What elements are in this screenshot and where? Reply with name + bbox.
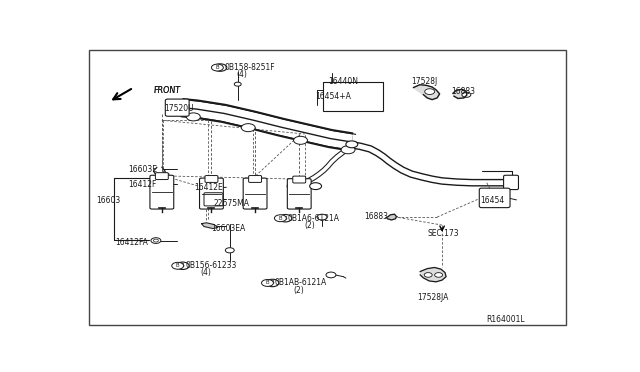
Text: B: B bbox=[266, 280, 269, 285]
Text: 0B156-61233: 0B156-61233 bbox=[185, 261, 237, 270]
Circle shape bbox=[275, 215, 286, 222]
Circle shape bbox=[225, 248, 234, 253]
Circle shape bbox=[341, 146, 355, 154]
Text: B: B bbox=[181, 263, 184, 268]
Text: 16440N: 16440N bbox=[328, 77, 358, 86]
Circle shape bbox=[186, 113, 200, 121]
Circle shape bbox=[294, 136, 307, 144]
Text: (2): (2) bbox=[304, 221, 315, 230]
Circle shape bbox=[211, 187, 216, 190]
Text: 22675MA: 22675MA bbox=[214, 199, 250, 208]
Text: 17528JA: 17528JA bbox=[417, 293, 449, 302]
Text: R164001L: R164001L bbox=[486, 315, 525, 324]
FancyBboxPatch shape bbox=[504, 175, 518, 190]
Circle shape bbox=[211, 64, 223, 71]
Polygon shape bbox=[388, 214, 396, 220]
Text: 16603EA: 16603EA bbox=[211, 224, 246, 233]
Text: (2): (2) bbox=[293, 286, 304, 295]
FancyBboxPatch shape bbox=[150, 175, 173, 209]
Circle shape bbox=[435, 273, 443, 277]
Circle shape bbox=[234, 82, 241, 86]
FancyBboxPatch shape bbox=[292, 176, 306, 183]
Circle shape bbox=[154, 239, 158, 242]
Text: (4): (4) bbox=[200, 269, 211, 278]
FancyBboxPatch shape bbox=[243, 178, 267, 209]
FancyBboxPatch shape bbox=[156, 173, 168, 180]
Text: (4): (4) bbox=[236, 70, 247, 79]
Text: 16883: 16883 bbox=[364, 212, 388, 221]
Text: B: B bbox=[271, 280, 275, 285]
Text: B: B bbox=[176, 263, 180, 268]
FancyBboxPatch shape bbox=[200, 178, 223, 209]
Circle shape bbox=[279, 215, 292, 222]
Polygon shape bbox=[413, 85, 440, 100]
Text: 17520U: 17520U bbox=[164, 104, 194, 113]
Text: 16454+A: 16454+A bbox=[316, 92, 351, 101]
FancyBboxPatch shape bbox=[248, 176, 262, 182]
Text: 16603E: 16603E bbox=[129, 165, 157, 174]
Circle shape bbox=[208, 186, 218, 191]
Polygon shape bbox=[453, 89, 467, 99]
Polygon shape bbox=[202, 223, 218, 228]
Text: 0B1AB-6121A: 0B1AB-6121A bbox=[275, 279, 327, 288]
Circle shape bbox=[462, 92, 471, 97]
Text: B: B bbox=[218, 65, 222, 70]
Text: B: B bbox=[216, 65, 220, 70]
FancyBboxPatch shape bbox=[287, 179, 311, 209]
Circle shape bbox=[425, 89, 435, 94]
Circle shape bbox=[346, 141, 358, 148]
FancyBboxPatch shape bbox=[204, 193, 223, 206]
Text: 16412FA: 16412FA bbox=[115, 238, 148, 247]
Circle shape bbox=[424, 273, 432, 277]
Circle shape bbox=[158, 182, 163, 185]
Circle shape bbox=[241, 124, 255, 132]
Bar bbox=[323, 82, 383, 110]
Text: 16412E: 16412E bbox=[194, 183, 223, 192]
Text: FRONT: FRONT bbox=[154, 86, 180, 95]
FancyBboxPatch shape bbox=[205, 176, 218, 182]
Text: 16412F: 16412F bbox=[129, 180, 157, 189]
Circle shape bbox=[262, 279, 273, 286]
Circle shape bbox=[326, 272, 336, 278]
Circle shape bbox=[151, 238, 161, 243]
Text: B: B bbox=[278, 216, 282, 221]
Circle shape bbox=[317, 214, 327, 220]
FancyBboxPatch shape bbox=[165, 99, 189, 116]
Text: 17528J: 17528J bbox=[412, 77, 438, 86]
Text: 16603: 16603 bbox=[96, 196, 120, 205]
Text: B: B bbox=[284, 216, 287, 221]
Circle shape bbox=[172, 262, 184, 269]
Polygon shape bbox=[420, 267, 446, 282]
Text: FRONT: FRONT bbox=[154, 86, 180, 95]
Circle shape bbox=[176, 262, 189, 269]
Text: SEC.173: SEC.173 bbox=[428, 229, 459, 238]
Circle shape bbox=[214, 64, 227, 71]
Text: 0B158-8251F: 0B158-8251F bbox=[225, 63, 275, 72]
Text: 16454: 16454 bbox=[480, 196, 504, 205]
Text: 16883: 16883 bbox=[451, 87, 475, 96]
Circle shape bbox=[310, 183, 321, 190]
Circle shape bbox=[266, 279, 279, 287]
Circle shape bbox=[156, 181, 165, 187]
FancyBboxPatch shape bbox=[479, 188, 510, 208]
Text: 0B1A6-6121A: 0B1A6-6121A bbox=[288, 214, 340, 223]
